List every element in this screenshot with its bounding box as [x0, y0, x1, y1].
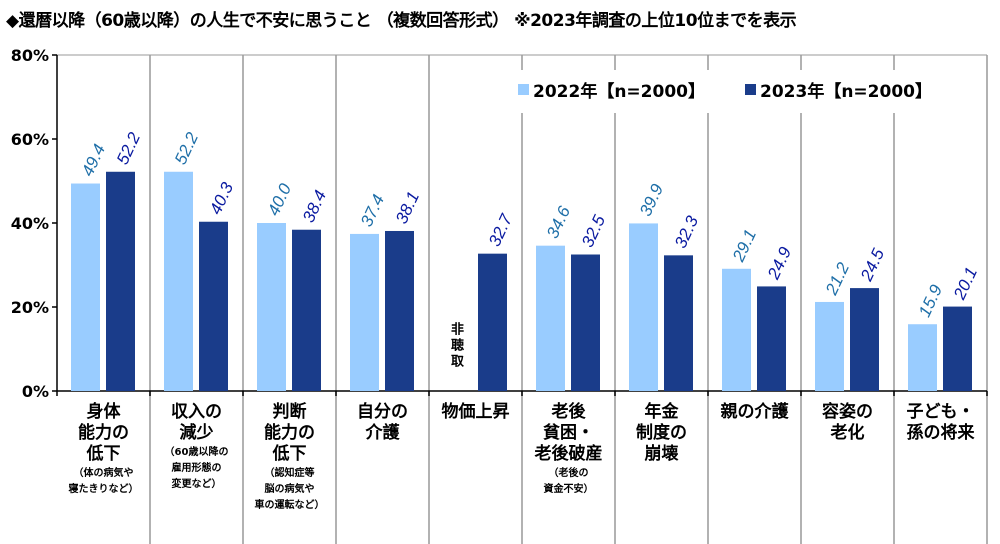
category-note-line: 車の運転など）: [254, 500, 325, 511]
category-label-line: 介護: [365, 423, 400, 443]
bar-2023: [385, 230, 414, 391]
bar-2022: [722, 268, 751, 391]
bar-2022: [164, 171, 193, 391]
category-label: 身体 能力の 低下 （体の病気や 寝たきりなど）: [57, 402, 150, 497]
y-tick-label: 20%: [11, 298, 49, 317]
category-label-line: 親の介護: [720, 402, 789, 422]
bar-2023: [664, 255, 693, 391]
data-label: 39.9: [636, 181, 667, 220]
data-label: 34.6: [543, 203, 574, 242]
category-label-line: 判断: [272, 402, 307, 422]
category-label-line: 容姿の: [822, 402, 873, 422]
category-label-line: 崩壊: [644, 444, 679, 464]
bar-2022: [257, 223, 286, 391]
y-tick-label: 0%: [22, 382, 49, 401]
category-note-line: （60歳以降の: [164, 447, 229, 458]
y-tick-label: 40%: [11, 214, 49, 233]
category-label-line: 老後破産: [534, 444, 603, 464]
data-label: 49.4: [78, 141, 109, 179]
category-label-line: 能力の: [264, 423, 315, 443]
data-label: 52.2: [113, 129, 144, 168]
category-note-line: （認知症等: [264, 468, 315, 479]
bar-2023: [292, 229, 321, 391]
category-note-line: 寝たきりなど）: [68, 484, 139, 495]
category-label: 自分の 介護: [336, 402, 429, 444]
category-label: 老後 貧困・ 老後破産 （老後の資金不安）: [522, 402, 615, 497]
category-label-line: 年金: [644, 402, 679, 422]
category-label: 親の介護: [708, 402, 801, 423]
chart-title: ◆還暦以降（60歳以降）の人生で不安に思うこと （複数回答形式） ※2023年調…: [6, 11, 797, 31]
legend-2022-label: 2022年【n=2000】: [533, 81, 705, 102]
category-label-line: 収入の: [171, 402, 222, 422]
category-label-line: 孫の将来: [906, 423, 975, 443]
data-label: 32.5: [578, 212, 609, 251]
bar-2022: [815, 301, 844, 391]
category-note-line: 脳の病気や: [264, 484, 315, 495]
data-label: 38.4: [299, 187, 330, 225]
category-label-line: 低下: [86, 444, 121, 464]
data-label: 40.0: [264, 180, 295, 219]
category-note-line: 資金不安）: [543, 484, 594, 495]
category-label-line: 能力の: [78, 423, 129, 443]
data-label: 40.3: [206, 179, 237, 218]
category-label-line: 減少: [179, 423, 214, 443]
category-label: 判断 能力の 低下 （認知症等脳の病気や車の運転など）: [243, 402, 336, 513]
category-label-line: 制度の: [636, 423, 687, 443]
category-label: 容姿の 老化: [801, 402, 894, 444]
category-note-line: （体の病気や: [73, 468, 134, 479]
category-note-line: （老後の: [548, 468, 589, 479]
data-label: 52.2: [171, 129, 202, 168]
category-label-line: 子ども・: [906, 402, 975, 422]
category-label-line: 自分の: [357, 402, 408, 422]
bar-2023: [757, 286, 786, 391]
category-note-line: 雇用形態の: [171, 463, 222, 474]
category-label: 物価上昇: [429, 402, 522, 423]
bar-2023: [571, 254, 600, 391]
bar-2022: [629, 223, 658, 391]
bar-2022: [536, 245, 565, 391]
y-tick-label: 80%: [11, 46, 49, 65]
bar-2022: [908, 324, 937, 391]
category-label-line: 貧困・: [543, 423, 594, 443]
bar-2023: [199, 221, 228, 391]
missing-data-label: 非聴取: [448, 322, 463, 370]
category-label: 子ども・ 孫の将来: [894, 402, 987, 444]
data-label: 15.9: [915, 281, 946, 320]
data-label: 37.4: [357, 192, 388, 230]
data-label: 24.9: [763, 244, 795, 283]
legend-2023-swatch: [745, 84, 756, 95]
y-tick-label: 60%: [11, 130, 49, 149]
legend-2023-label: 2023年【n=2000】: [760, 81, 932, 102]
category-label-line: 身体: [86, 402, 121, 422]
data-label: 21.2: [821, 259, 853, 298]
bar-2022: [350, 233, 379, 391]
bar-2023: [850, 288, 879, 391]
data-label: 32.3: [671, 213, 702, 252]
bar-2023: [106, 171, 135, 391]
category-note-line: 変更など）: [171, 479, 222, 490]
category-label-line: 物価上昇: [441, 402, 510, 422]
category-label: 収入の 減少 （60歳以降の 雇用形態の変更など）: [150, 402, 243, 492]
data-label: 24.5: [856, 245, 888, 284]
data-label: 29.1: [728, 226, 760, 265]
category-label-line: 老後: [551, 402, 586, 422]
category-label-line: 老化: [830, 423, 865, 443]
data-label: 32.7: [485, 211, 516, 250]
data-label: 20.1: [949, 264, 981, 303]
bar-2023: [943, 306, 972, 391]
bar-2022: [71, 183, 100, 391]
legend-2022-swatch: [518, 84, 529, 95]
category-label: 年金 制度の 崩壊: [615, 402, 708, 465]
data-label: 38.1: [392, 189, 423, 227]
bar-2023: [478, 253, 507, 391]
category-label-line: 低下: [272, 444, 307, 464]
